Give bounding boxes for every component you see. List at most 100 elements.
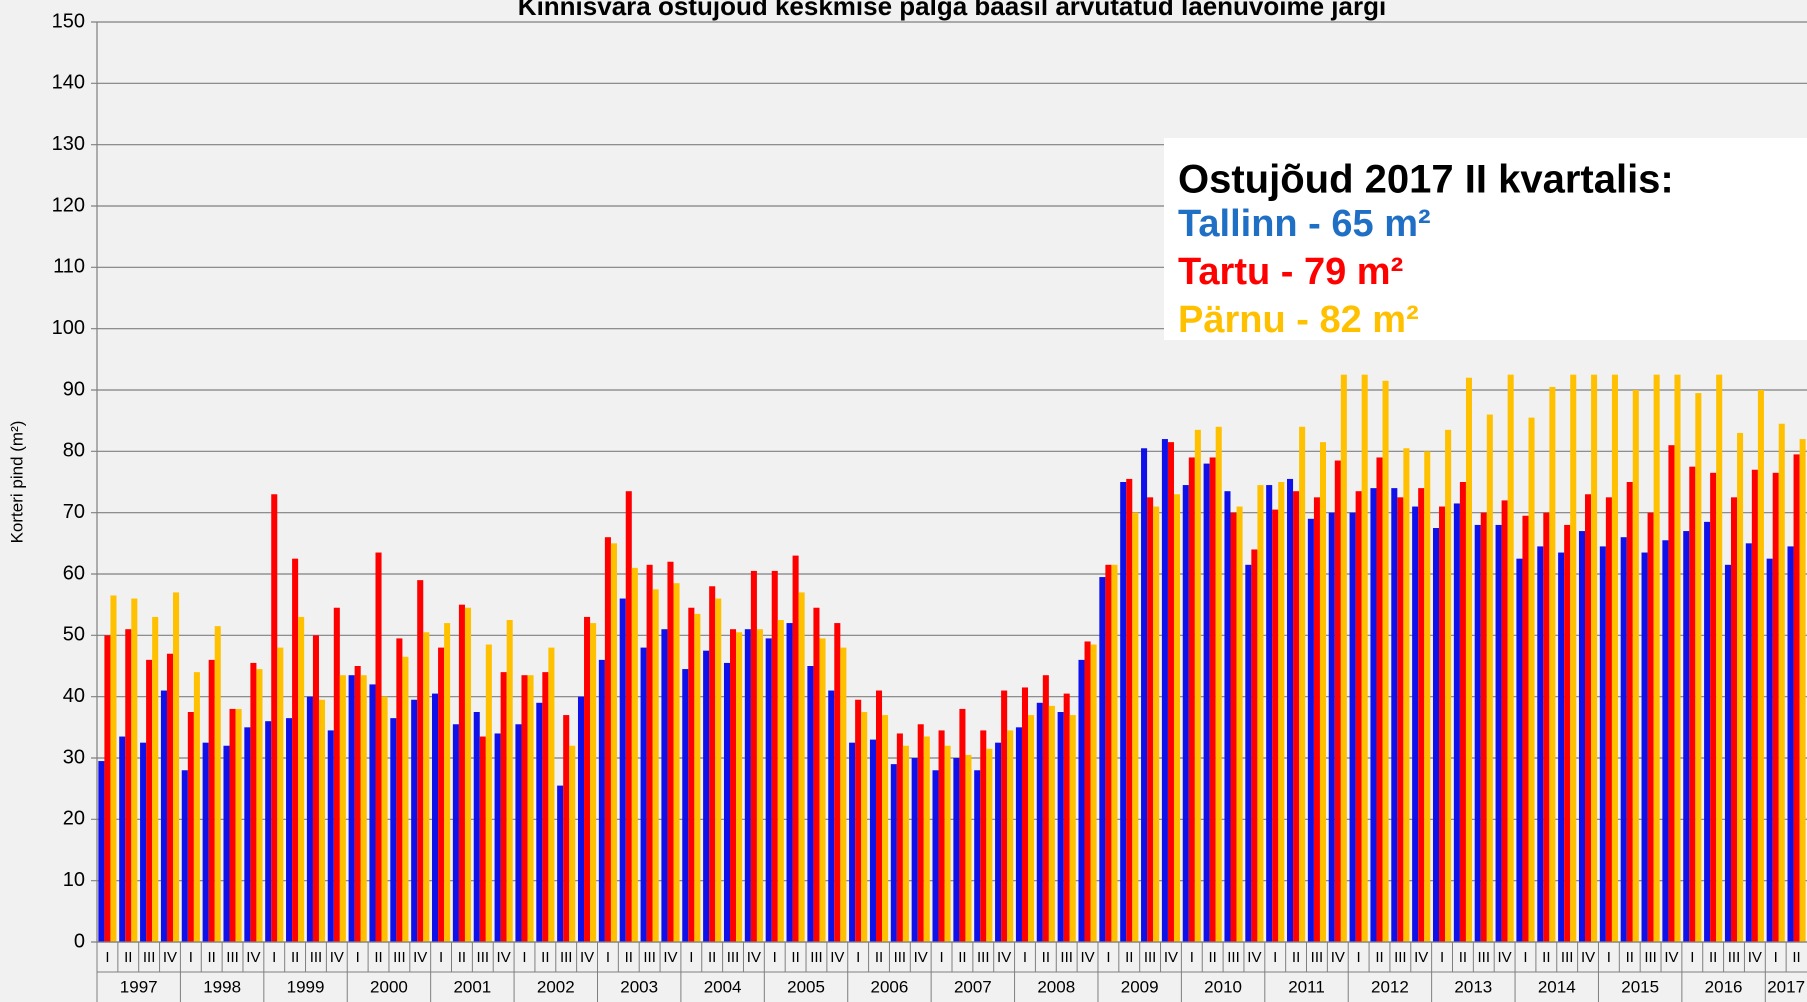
x-tick-label: III xyxy=(143,949,156,966)
bar xyxy=(1695,393,1702,943)
year-label: 2009 xyxy=(1121,977,1159,996)
x-tick-label: II xyxy=(124,949,132,966)
x-tick-label: III xyxy=(810,949,823,966)
x-tick-label: IV xyxy=(1080,949,1094,966)
bar xyxy=(1203,463,1210,942)
bar xyxy=(896,733,903,942)
bar xyxy=(458,604,465,942)
bar xyxy=(166,653,174,942)
bar xyxy=(1042,675,1049,942)
bar xyxy=(98,761,105,942)
bar xyxy=(536,702,543,942)
bar xyxy=(792,555,799,942)
bar xyxy=(1272,509,1279,942)
x-tick-label: II xyxy=(1375,949,1383,966)
bar xyxy=(730,629,737,942)
bar xyxy=(1376,457,1383,942)
bar xyxy=(500,672,507,942)
bar xyxy=(292,558,299,942)
x-tick-label: III xyxy=(1227,949,1240,966)
bar xyxy=(1355,491,1362,942)
bar xyxy=(1188,457,1195,942)
x-tick-label: I xyxy=(1273,949,1277,966)
bar xyxy=(104,635,111,942)
y-tick-label: 70 xyxy=(63,501,85,523)
bar xyxy=(277,647,284,942)
bar xyxy=(417,580,424,942)
bar xyxy=(473,712,480,942)
x-tick-label: I xyxy=(1106,949,1110,966)
bar xyxy=(1662,540,1669,942)
bar xyxy=(709,586,716,942)
bar xyxy=(974,770,981,942)
bar xyxy=(1319,442,1327,942)
bar xyxy=(1459,482,1466,942)
bar xyxy=(840,647,847,942)
x-tick-label: II xyxy=(625,949,633,966)
bar xyxy=(1334,460,1341,942)
bar xyxy=(1015,727,1022,942)
bar xyxy=(1063,693,1070,942)
bar xyxy=(923,736,930,942)
annotation-line: Pärnu - 82 m² xyxy=(1178,299,1419,341)
bar xyxy=(777,620,784,942)
bar xyxy=(819,638,826,942)
x-tick-label: II xyxy=(958,949,966,966)
bar xyxy=(1224,491,1231,942)
bar xyxy=(625,491,632,942)
year-label: 1998 xyxy=(203,977,241,996)
bar xyxy=(1445,429,1452,942)
bar xyxy=(375,552,382,942)
bar xyxy=(214,626,221,942)
bar xyxy=(229,708,236,942)
bar xyxy=(187,712,194,942)
x-tick-label: I xyxy=(1523,949,1527,966)
x-tick-label: I xyxy=(1190,949,1194,966)
x-tick-label: I xyxy=(606,949,610,966)
y-axis-label: Korteri pind (m²) xyxy=(7,421,26,544)
bar xyxy=(1391,488,1398,942)
x-tick-label: II xyxy=(1208,949,1216,966)
bar xyxy=(208,659,215,942)
bar xyxy=(181,770,188,942)
bar xyxy=(1495,524,1502,942)
bar xyxy=(479,736,486,942)
bar xyxy=(1793,454,1800,942)
bar xyxy=(1516,558,1523,942)
bar xyxy=(1668,445,1675,942)
bar xyxy=(1653,374,1660,943)
bar xyxy=(1173,494,1181,942)
bar xyxy=(1501,500,1508,942)
x-tick-label: I xyxy=(939,949,943,966)
bar xyxy=(813,607,820,942)
x-tick-label: III xyxy=(643,949,656,966)
bar xyxy=(381,696,388,942)
bar xyxy=(619,598,626,942)
bar xyxy=(938,730,945,942)
bar xyxy=(631,567,638,942)
bar xyxy=(1766,558,1773,942)
bar xyxy=(744,629,751,942)
x-tick-label: III xyxy=(477,949,490,966)
bar xyxy=(1751,469,1758,942)
year-label: 2003 xyxy=(620,977,658,996)
bar xyxy=(590,623,597,942)
bar xyxy=(423,632,430,942)
bar xyxy=(1453,503,1460,942)
bar xyxy=(271,494,278,942)
bar xyxy=(1724,564,1731,942)
x-tick-label: I xyxy=(1023,949,1027,966)
annotation-box xyxy=(1164,138,1807,340)
x-tick-label: IV xyxy=(330,949,344,966)
annotation-line: Tartu - 79 m² xyxy=(1178,251,1403,293)
bar xyxy=(703,650,710,942)
bar xyxy=(1570,374,1577,943)
bar xyxy=(577,696,585,942)
bar xyxy=(1307,518,1314,942)
bar xyxy=(339,675,346,942)
bar xyxy=(1599,546,1606,942)
bar xyxy=(598,659,605,942)
bar xyxy=(1549,386,1556,942)
x-tick-label: I xyxy=(773,949,777,966)
